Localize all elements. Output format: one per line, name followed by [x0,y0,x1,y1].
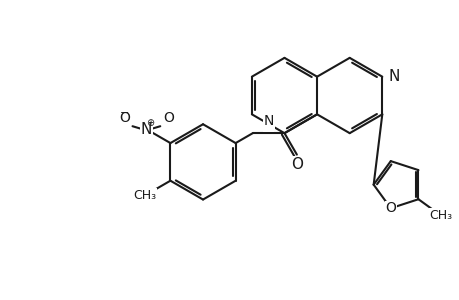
Text: O: O [119,111,130,125]
Text: CH₃: CH₃ [428,209,452,222]
Text: O: O [290,157,302,172]
Text: ⊕: ⊕ [146,118,154,128]
Text: N: N [263,114,273,128]
Text: H: H [263,119,273,132]
Text: N: N [387,69,399,84]
Text: −: − [120,108,129,118]
Text: N: N [140,122,152,137]
Text: O: O [162,111,173,125]
Text: CH₃: CH₃ [133,189,156,202]
Text: O: O [385,201,395,215]
